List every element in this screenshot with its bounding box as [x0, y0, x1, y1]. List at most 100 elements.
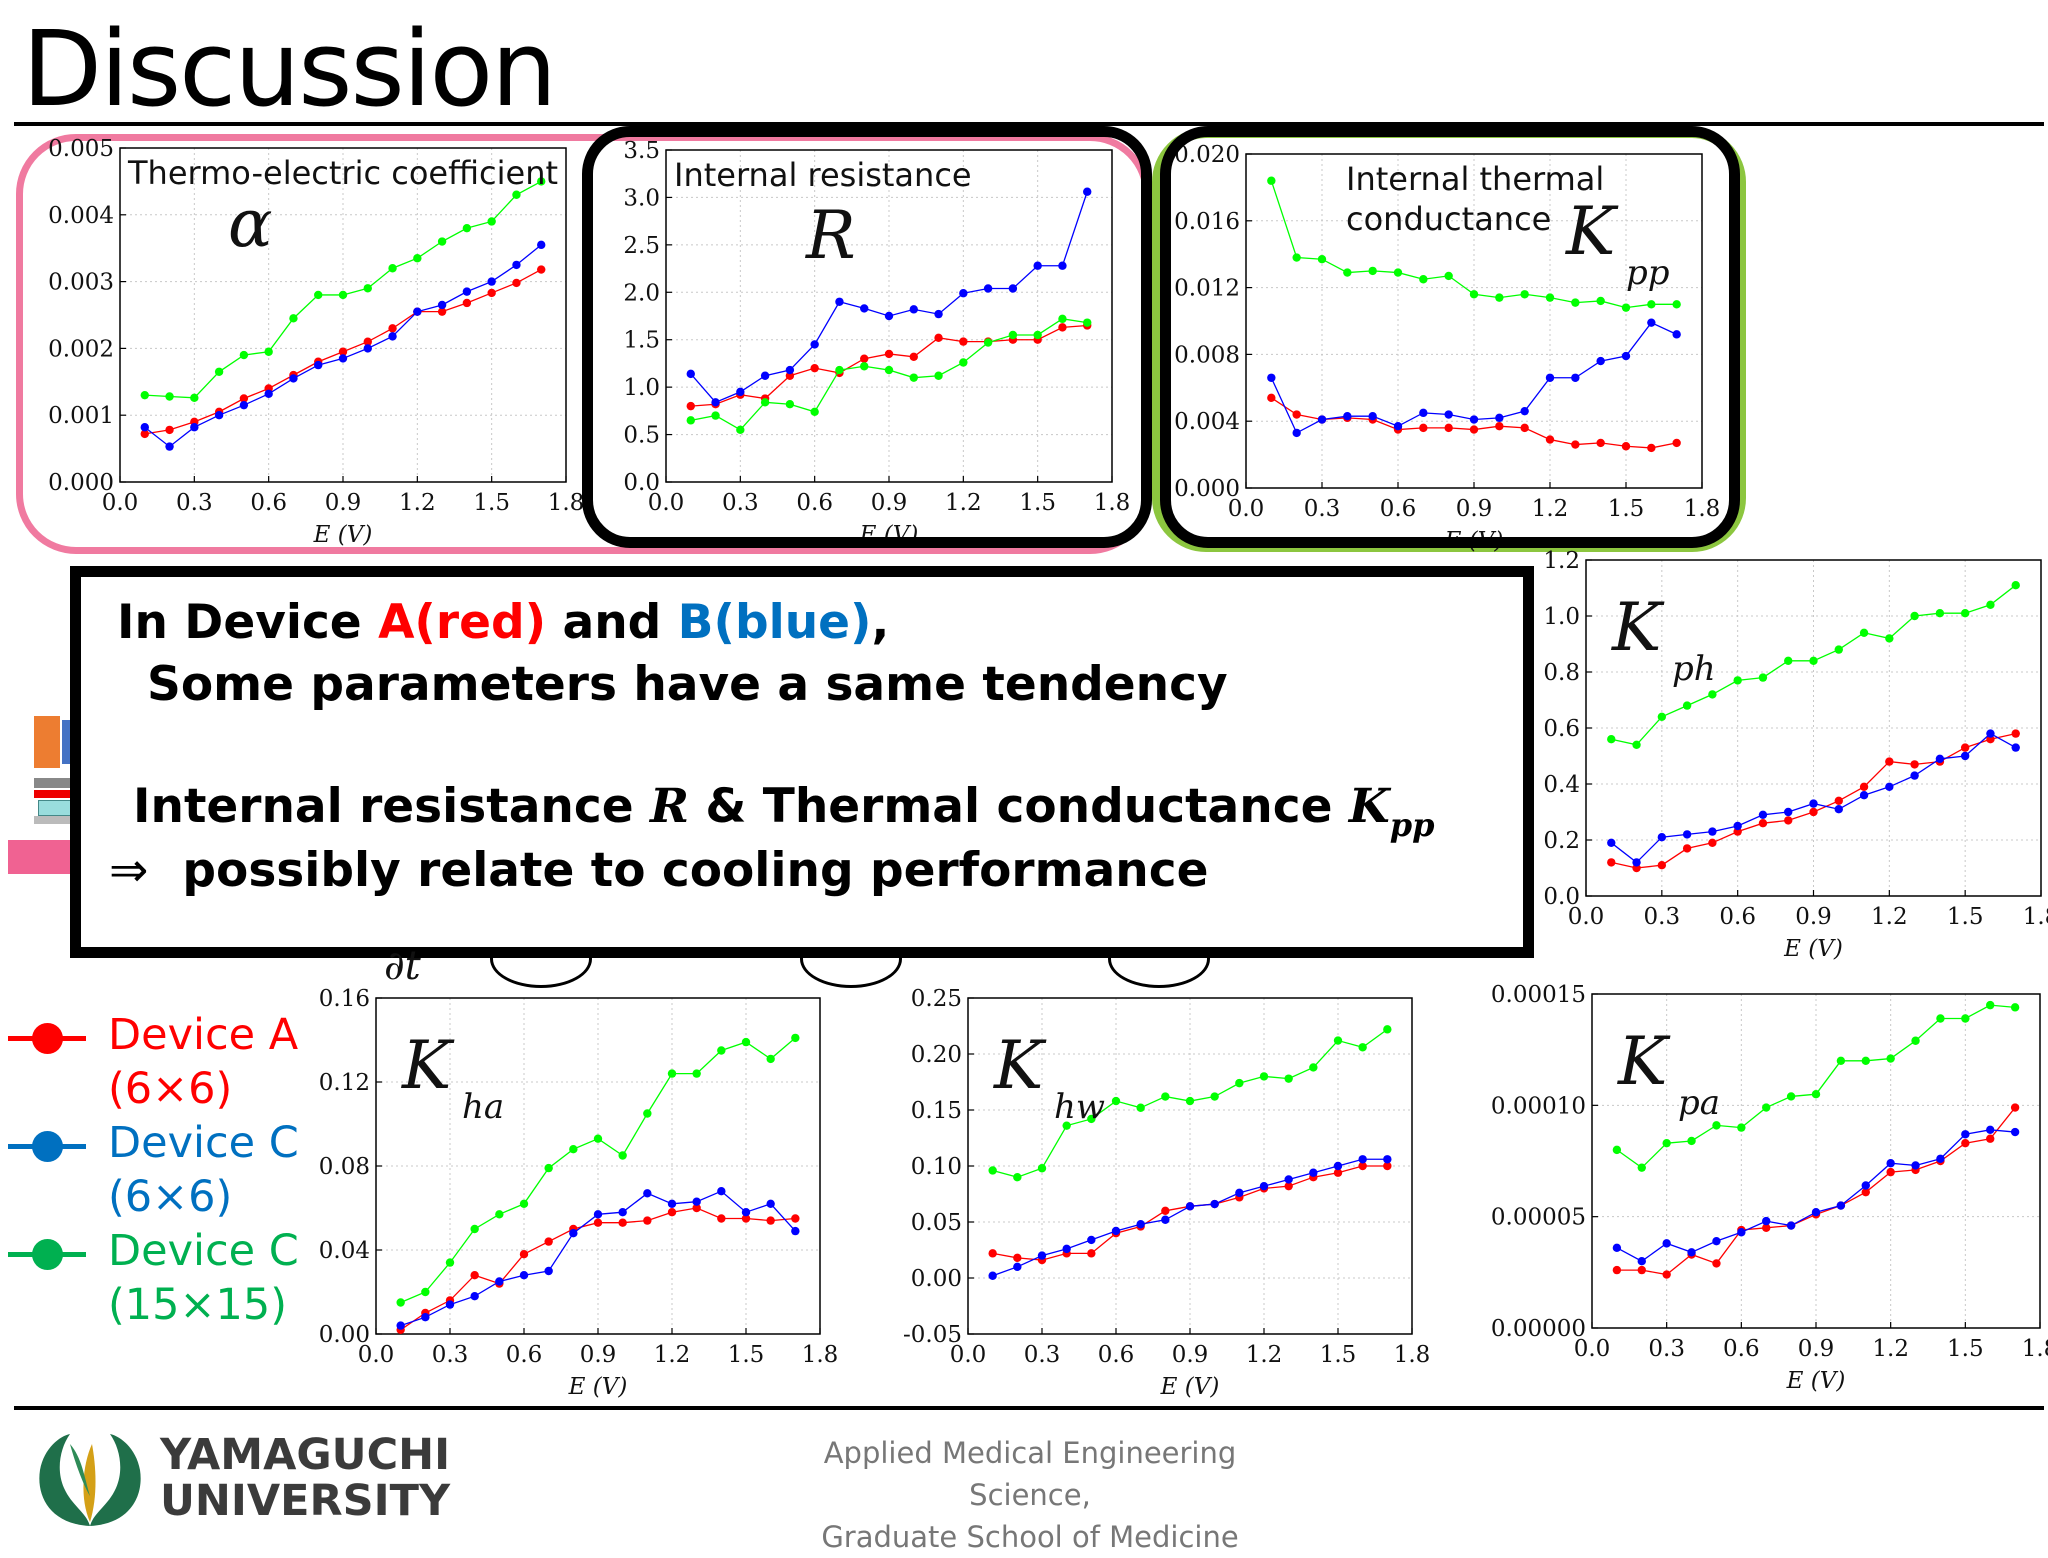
data-point: [1712, 1259, 1721, 1268]
data-point: [618, 1151, 627, 1160]
chart-symbol-subscript: ha: [462, 1087, 504, 1127]
data-point: [1637, 1163, 1646, 1172]
data-point: [1267, 373, 1276, 382]
data-point: [165, 442, 174, 451]
data-point: [1859, 628, 1869, 637]
data-point: [437, 307, 447, 316]
data-point: [512, 260, 521, 270]
data-point: [1834, 796, 1843, 805]
x-tick-label: 0.3: [432, 1342, 469, 1368]
data-point: [1292, 428, 1301, 438]
y-tick-label: 2.0: [623, 280, 660, 306]
data-point: [214, 367, 224, 376]
data-point: [741, 1214, 751, 1223]
data-point: [1758, 673, 1768, 682]
chart-symbol-subscript: ph: [1672, 649, 1716, 689]
data-point: [1469, 290, 1479, 299]
data-point: [140, 423, 149, 432]
chart-title-line-2: conductance: [1346, 200, 1551, 238]
data-point: [618, 1218, 627, 1227]
data-point: [909, 373, 918, 382]
data-point: [1886, 1167, 1895, 1177]
data-point: [1033, 261, 1042, 270]
data-point: [537, 177, 546, 186]
data-point: [1333, 1168, 1343, 1177]
data-point: [1935, 754, 1945, 763]
data-point: [643, 1109, 652, 1118]
data-point: [835, 297, 844, 306]
data-point: [791, 1033, 800, 1043]
data-point: [860, 362, 869, 371]
data-point: [445, 1300, 455, 1309]
y-tick-label: 0.00010: [1491, 1093, 1586, 1119]
data-point: [692, 1203, 701, 1213]
data-point: [1986, 1134, 1995, 1143]
y-tick-label: 0.00000: [1491, 1316, 1586, 1342]
data-point: [1647, 300, 1656, 309]
legend-item-device-c-small: Device C (6×6): [8, 1114, 308, 1224]
data-point: [1062, 1121, 1071, 1130]
data-point: [470, 1292, 479, 1301]
x-tick-label: 0.9: [325, 490, 362, 516]
x-tick-label: 1.5: [1947, 1336, 1984, 1362]
data-point: [1037, 1251, 1047, 1260]
chart-internal-resistance: 0.0 0.3 0.6 0.9 1.2 1.5 1.80.00.51.01.52.02.53…: [623, 138, 1130, 548]
data-point: [1637, 1257, 1646, 1266]
data-point: [1013, 1262, 1022, 1271]
data-point: [2011, 581, 2020, 590]
data-point: [692, 1069, 701, 1078]
data-point: [1333, 1161, 1343, 1171]
data-point: [239, 394, 249, 403]
data-point: [1986, 1125, 1995, 1135]
x-tick-label: 1.8: [2022, 1336, 2048, 1362]
legend-label: Device C (6×6): [108, 1116, 299, 1224]
data-point: [1210, 1199, 1219, 1209]
message-line-3-text: Internal resistance: [133, 779, 650, 834]
x-tick-label: 0.0: [648, 490, 685, 516]
department-line-2: Graduate School of Medicine: [821, 1520, 1239, 1554]
data-point: [1733, 676, 1742, 685]
message-line-1-comma: ,: [871, 595, 890, 650]
data-point: [190, 423, 199, 432]
legend-label: Device C (15×15): [108, 1224, 299, 1332]
data-point: [1136, 1220, 1145, 1229]
data-point: [1317, 415, 1327, 424]
data-point: [1662, 1270, 1671, 1279]
data-point: [1267, 393, 1276, 403]
data-point: [1910, 771, 1919, 780]
y-tick-label: 0.8: [1543, 660, 1580, 686]
y-tick-label: 0.2: [1543, 828, 1580, 854]
data-point: [314, 290, 323, 300]
device-a-red-label: A(red): [378, 595, 547, 650]
chart-title: Internal thermal: [1346, 160, 1604, 198]
data-point: [495, 1210, 504, 1219]
data-point: [1960, 743, 1970, 752]
data-point: [413, 254, 422, 263]
data-point: [1911, 1161, 1920, 1170]
data-point: [1886, 1054, 1895, 1063]
chart-symbol: K: [993, 1027, 1047, 1104]
data-point: [1836, 1201, 1846, 1210]
data-point: [1737, 1123, 1746, 1132]
data-point: [1621, 303, 1631, 312]
data-point: [1111, 1096, 1121, 1106]
data-point: [810, 363, 819, 373]
data-point: [2011, 743, 2020, 752]
x-tick-label: 0.9: [1456, 496, 1493, 522]
data-point: [1935, 609, 1945, 618]
data-point: [1632, 858, 1641, 867]
data-point: [544, 1266, 553, 1276]
data-point: [1910, 611, 1919, 621]
data-point: [593, 1134, 603, 1143]
data-point: [1545, 373, 1555, 382]
data-point: [593, 1210, 603, 1219]
x-tick-label: 1.2: [1532, 496, 1569, 522]
data-point: [766, 1199, 775, 1208]
data-point: [643, 1216, 652, 1225]
data-point: [988, 1271, 997, 1280]
data-point: [1087, 1249, 1096, 1258]
data-point: [1419, 408, 1428, 418]
x-tick-label: 0.6: [796, 490, 833, 516]
data-point: [791, 1226, 800, 1236]
footer-divider: [14, 1406, 2044, 1410]
